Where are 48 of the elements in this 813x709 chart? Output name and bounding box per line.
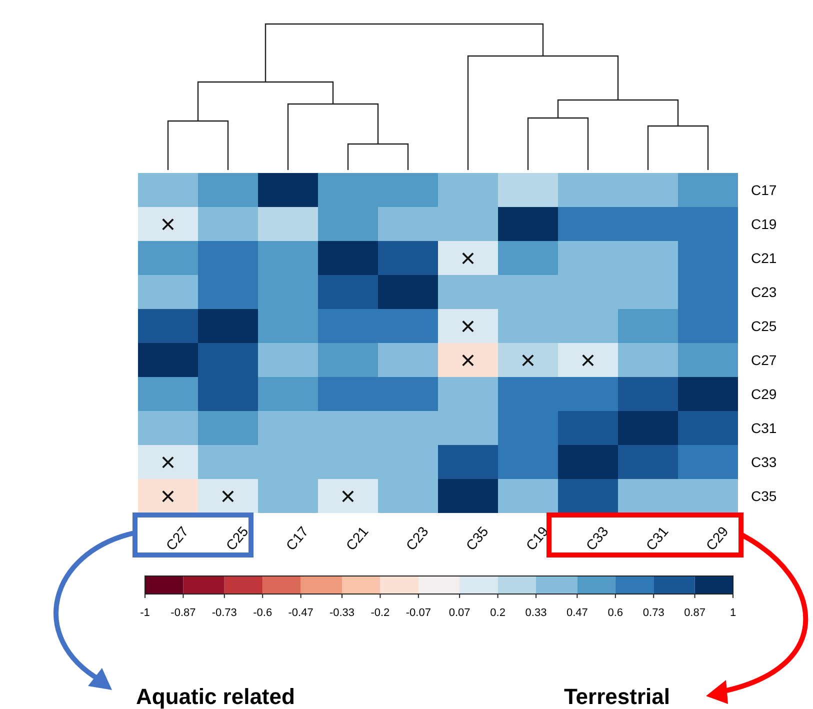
y-tick-label: C17	[751, 182, 777, 198]
color-bar-label: 0.47	[566, 607, 588, 619]
data-label: ×	[520, 345, 536, 375]
data-label: ×	[460, 243, 476, 273]
color-bar-label: 0.07	[448, 607, 470, 619]
color-bar-label: -0.47	[288, 607, 314, 619]
color-bar-label: -0.6	[253, 607, 272, 619]
data-label: ×	[340, 481, 356, 511]
data-label: ×	[160, 447, 176, 477]
color-bar-label: 0.2	[490, 607, 506, 619]
color-bar-label: -0.07	[406, 607, 431, 619]
color-bar-label: -0.2	[370, 607, 390, 619]
color-bar-label: 0.73	[642, 607, 664, 619]
color-bar-label: 1	[730, 607, 736, 619]
data-label: ×	[580, 345, 596, 375]
x-tick-label: C27	[162, 523, 192, 554]
text: Aquatic related	[136, 684, 295, 709]
color-bar-label: -0.87	[170, 607, 196, 619]
x-tick-label: C35	[462, 523, 492, 554]
y-tick-label: C19	[751, 216, 777, 232]
data-label: ×	[460, 345, 476, 375]
data-label: ×	[160, 209, 176, 239]
color-bar-label: -0.33	[329, 607, 355, 619]
color-bar-label: -1	[140, 607, 150, 619]
y-tick-label: C35	[751, 488, 777, 504]
y-tick-label: C27	[751, 352, 777, 368]
data-label: ×	[160, 481, 176, 511]
color-bar-label: 0.33	[525, 607, 547, 619]
x-tick-label: C23	[402, 523, 432, 554]
y-tick-label: C31	[751, 420, 777, 436]
x-tick-label: C31	[642, 523, 672, 554]
color-bar-label: 0.6	[608, 607, 624, 619]
y-tick-label: C33	[751, 454, 777, 470]
y-tick-label: C25	[751, 318, 777, 334]
y-tick-label: C23	[751, 284, 777, 300]
color-bar-label: -0.73	[212, 607, 237, 619]
text: Terrestrial	[564, 684, 670, 709]
x-tick-label: C33	[582, 523, 612, 554]
x-tick-label: C19	[522, 523, 552, 554]
x-tick-label: C25	[222, 523, 252, 554]
color-bar-label: 0.87	[684, 607, 706, 619]
x-tick-label: C21	[342, 523, 372, 554]
data-label: ×	[220, 481, 236, 511]
y-tick-label: C29	[751, 386, 777, 402]
y-tick-label: C21	[751, 250, 777, 266]
x-tick-label: C17	[282, 523, 312, 554]
x-tick-label: C29	[702, 523, 732, 554]
data-label: ×	[460, 311, 476, 341]
